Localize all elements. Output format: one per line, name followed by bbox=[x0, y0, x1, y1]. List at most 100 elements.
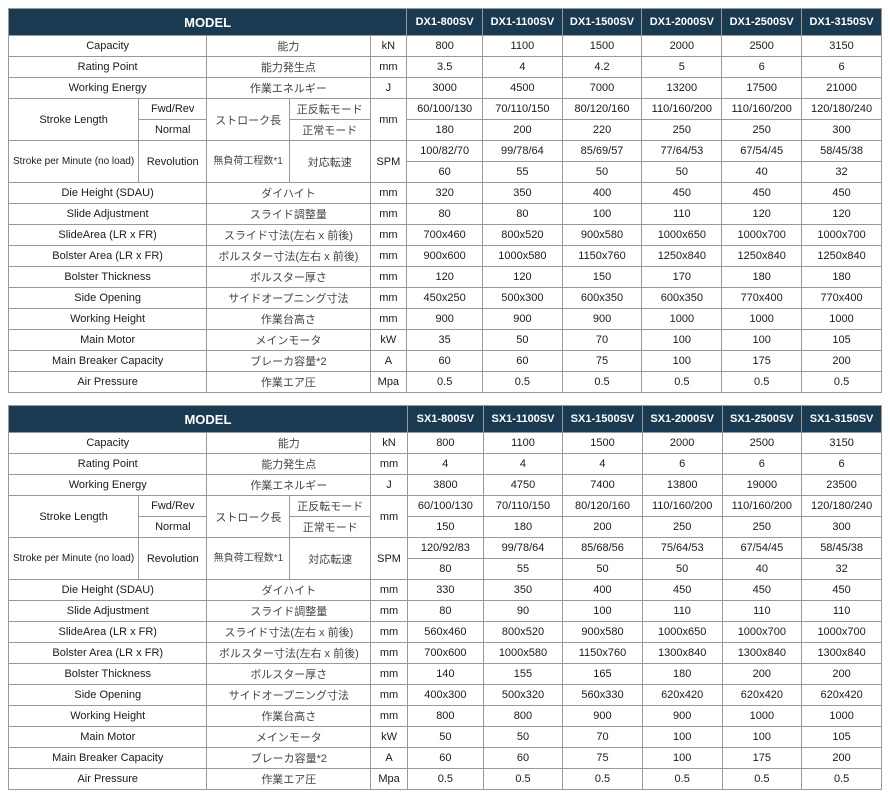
value-cell: 170 bbox=[642, 267, 722, 288]
row-unit: SPM bbox=[370, 141, 407, 183]
value-cell: 800 bbox=[407, 433, 483, 454]
column-header: DX1-2000SV bbox=[642, 9, 722, 36]
value-cell: 1100 bbox=[483, 433, 562, 454]
value-cell: 700x600 bbox=[407, 643, 483, 664]
value-cell: 4 bbox=[483, 57, 562, 78]
row-label-jp: スライド寸法(左右 x 前後) bbox=[207, 622, 371, 643]
row-unit: A bbox=[371, 748, 408, 769]
value-cell: 110 bbox=[722, 601, 802, 622]
value-cell: 900 bbox=[407, 309, 483, 330]
value-cell: 250 bbox=[642, 517, 722, 538]
value-cell: 560x460 bbox=[407, 622, 483, 643]
column-header: SX1-800SV bbox=[407, 406, 483, 433]
value-cell: 4 bbox=[407, 454, 483, 475]
row-label-en: Capacity bbox=[9, 36, 207, 57]
column-header: SX1-2000SV bbox=[642, 406, 722, 433]
value-cell: 350 bbox=[483, 580, 562, 601]
value-cell: 200 bbox=[802, 664, 882, 685]
value-cell: 100 bbox=[563, 601, 643, 622]
row-label-en: Air Pressure bbox=[9, 769, 207, 790]
value-cell: 1000 bbox=[802, 309, 882, 330]
value-cell: 60 bbox=[407, 351, 483, 372]
row-label-jp: メインモータ bbox=[207, 727, 371, 748]
value-cell: 17500 bbox=[722, 78, 802, 99]
value-cell: 450 bbox=[802, 183, 882, 204]
row-label-en: SlideArea (LR x FR) bbox=[9, 225, 207, 246]
row-label-en: Working Energy bbox=[9, 475, 207, 496]
value-cell: 67/54/45 bbox=[722, 141, 802, 162]
value-cell: 13200 bbox=[642, 78, 722, 99]
row-unit: mm bbox=[371, 622, 408, 643]
value-cell: 0.5 bbox=[642, 372, 722, 393]
value-cell: 0.5 bbox=[722, 769, 802, 790]
value-cell: 400 bbox=[563, 580, 643, 601]
row-unit: mm bbox=[371, 643, 408, 664]
row-label-jp: ボルスター厚さ bbox=[207, 664, 371, 685]
value-cell: 77/64/53 bbox=[642, 141, 722, 162]
row-sublabel-en: Normal bbox=[139, 120, 207, 141]
value-cell: 55 bbox=[483, 559, 562, 580]
value-cell: 180 bbox=[642, 664, 722, 685]
row-label-jp: ストローク長 bbox=[207, 496, 290, 538]
value-cell: 110/160/200 bbox=[722, 99, 802, 120]
row-unit: mm bbox=[370, 246, 407, 267]
value-cell: 250 bbox=[642, 120, 722, 141]
value-cell: 180 bbox=[407, 120, 483, 141]
value-cell: 60 bbox=[483, 748, 562, 769]
value-cell: 620x420 bbox=[642, 685, 722, 706]
value-cell: 60 bbox=[407, 748, 483, 769]
value-cell: 450 bbox=[642, 580, 722, 601]
value-cell: 600x350 bbox=[562, 288, 642, 309]
value-cell: 500x320 bbox=[483, 685, 562, 706]
value-cell: 1500 bbox=[563, 433, 643, 454]
row-unit: mm bbox=[371, 664, 408, 685]
value-cell: 600x350 bbox=[642, 288, 722, 309]
value-cell: 100 bbox=[722, 727, 802, 748]
value-cell: 770x400 bbox=[722, 288, 802, 309]
value-cell: 200 bbox=[483, 120, 562, 141]
value-cell: 100 bbox=[642, 351, 722, 372]
value-cell: 13800 bbox=[642, 475, 722, 496]
value-cell: 200 bbox=[722, 664, 802, 685]
column-header: DX1-3150SV bbox=[802, 9, 882, 36]
row-sublabel-en: Fwd/Rev bbox=[139, 99, 207, 120]
value-cell: 0.5 bbox=[483, 372, 562, 393]
value-cell: 140 bbox=[407, 664, 483, 685]
value-cell: 100 bbox=[562, 204, 642, 225]
row-sublabel-jp: 対応転速 bbox=[289, 141, 370, 183]
value-cell: 120 bbox=[802, 204, 882, 225]
row-label-jp: ボルスター厚さ bbox=[207, 267, 370, 288]
row-label-en: Rating Point bbox=[9, 57, 207, 78]
row-sublabel-en: Revolution bbox=[139, 141, 207, 183]
value-cell: 0.5 bbox=[802, 372, 882, 393]
value-cell: 2500 bbox=[722, 36, 802, 57]
value-cell: 900 bbox=[642, 706, 722, 727]
value-cell: 1000x700 bbox=[722, 622, 802, 643]
value-cell: 500x300 bbox=[483, 288, 562, 309]
row-sublabel-jp: 対応転速 bbox=[290, 538, 371, 580]
value-cell: 900 bbox=[562, 309, 642, 330]
row-label-jp: ダイハイト bbox=[207, 183, 370, 204]
value-cell: 900 bbox=[483, 309, 562, 330]
value-cell: 60/100/130 bbox=[407, 99, 483, 120]
row-unit: mm bbox=[370, 225, 407, 246]
value-cell: 0.5 bbox=[483, 769, 562, 790]
value-cell: 0.5 bbox=[642, 769, 722, 790]
row-unit: kN bbox=[370, 36, 407, 57]
column-header: DX1-2500SV bbox=[722, 9, 802, 36]
value-cell: 75/64/53 bbox=[642, 538, 722, 559]
spec-table: MODELSX1-800SVSX1-1100SVSX1-1500SVSX1-20… bbox=[8, 405, 882, 790]
row-sublabel-jp: 正常モード bbox=[289, 120, 370, 141]
value-cell: 80 bbox=[483, 204, 562, 225]
row-label-en: Air Pressure bbox=[9, 372, 207, 393]
row-unit: SPM bbox=[371, 538, 408, 580]
value-cell: 23500 bbox=[802, 475, 882, 496]
value-cell: 7400 bbox=[563, 475, 643, 496]
value-cell: 620x420 bbox=[722, 685, 802, 706]
row-label-en: Stroke Length bbox=[9, 496, 139, 538]
value-cell: 7000 bbox=[562, 78, 642, 99]
value-cell: 67/54/45 bbox=[722, 538, 802, 559]
column-header: SX1-1100SV bbox=[483, 406, 562, 433]
row-label-jp: 無負荷工程数*1 bbox=[207, 141, 290, 183]
column-header: DX1-800SV bbox=[407, 9, 483, 36]
